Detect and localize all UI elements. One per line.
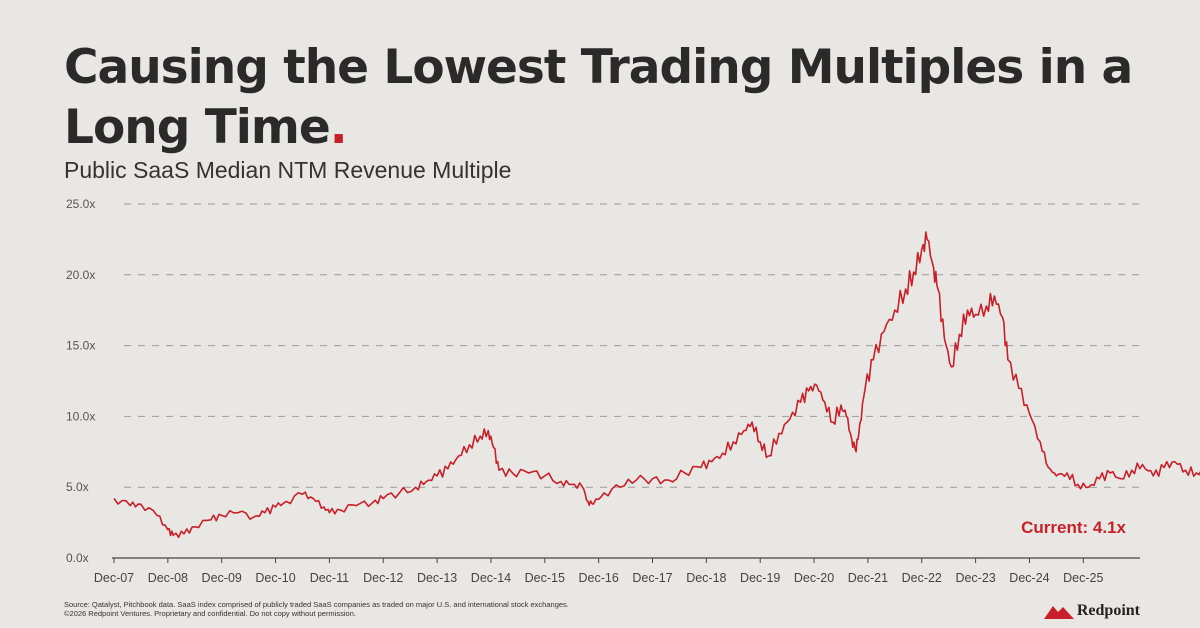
x-tick-label: Dec-18 bbox=[686, 571, 726, 585]
x-tick-label: Dec-15 bbox=[525, 571, 565, 585]
y-axis: 0.0x 5.0x 10.0x 15.0x 20.0x 25.0x bbox=[66, 197, 95, 565]
redpoint-logo: Redpoint bbox=[1043, 602, 1140, 620]
current-value-annotation: Current: 4.1x bbox=[1021, 518, 1126, 537]
footnote-source: Source: Qatalyst, Pitchbook data. SaaS i… bbox=[64, 600, 569, 609]
y-tick-label: 15.0x bbox=[66, 339, 95, 353]
x-tick-label: Dec-20 bbox=[794, 571, 834, 585]
chart-series bbox=[113, 231, 1200, 539]
y-tick-label: 5.0x bbox=[66, 480, 89, 494]
series-line bbox=[113, 231, 1200, 539]
y-tick-label: 0.0x bbox=[66, 551, 89, 565]
x-tick-label: Dec-17 bbox=[632, 571, 672, 585]
x-tick-label: Dec-19 bbox=[740, 571, 780, 585]
title-text: Causing the Lowest Trading Multiples in … bbox=[64, 40, 1133, 155]
x-axis: Dec-07 Dec-08 Dec-09 Dec-10 Dec-11 Dec-12 Dec-… bbox=[94, 557, 1140, 585]
y-tick-label: 10.0x bbox=[66, 409, 95, 423]
x-tick-label: Dec-23 bbox=[955, 571, 995, 585]
footnote-copyright: ©2026 Redpoint Ventures. Proprietary and… bbox=[64, 609, 356, 618]
x-tick-label: Dec-22 bbox=[902, 571, 942, 585]
x-tick-label: Dec-13 bbox=[417, 571, 457, 585]
x-tick-label: Dec-12 bbox=[363, 571, 403, 585]
x-tick-label: Dec-07 bbox=[94, 571, 134, 585]
title-dot: . bbox=[329, 100, 348, 155]
page-title: Causing the Lowest Trading Multiples in … bbox=[64, 38, 1144, 158]
y-tick-label: 20.0x bbox=[66, 268, 95, 282]
x-tick-label: Dec-14 bbox=[471, 571, 511, 585]
chart-subtitle: Public SaaS Median NTM Revenue Multiple bbox=[64, 157, 512, 183]
x-tick-label: Dec-11 bbox=[310, 571, 349, 585]
chart-grid bbox=[124, 203, 1140, 488]
mountain-logo-icon bbox=[1043, 606, 1074, 619]
x-tick-label: Dec-25 bbox=[1063, 571, 1103, 585]
x-tick-label: Dec-16 bbox=[579, 571, 619, 585]
y-tick-label: 25.0x bbox=[66, 197, 95, 211]
x-tick-label: Dec-08 bbox=[148, 571, 188, 585]
x-tick-label: Dec-10 bbox=[255, 571, 295, 585]
source-footnote: Source: Qatalyst, Pitchbook data. SaaS i… bbox=[64, 600, 569, 618]
brand-name: Redpoint bbox=[1076, 602, 1140, 619]
x-tick-label: Dec-21 bbox=[848, 571, 888, 585]
x-tick-label: Dec-24 bbox=[1009, 571, 1049, 585]
x-tick-label: Dec-09 bbox=[202, 571, 242, 585]
